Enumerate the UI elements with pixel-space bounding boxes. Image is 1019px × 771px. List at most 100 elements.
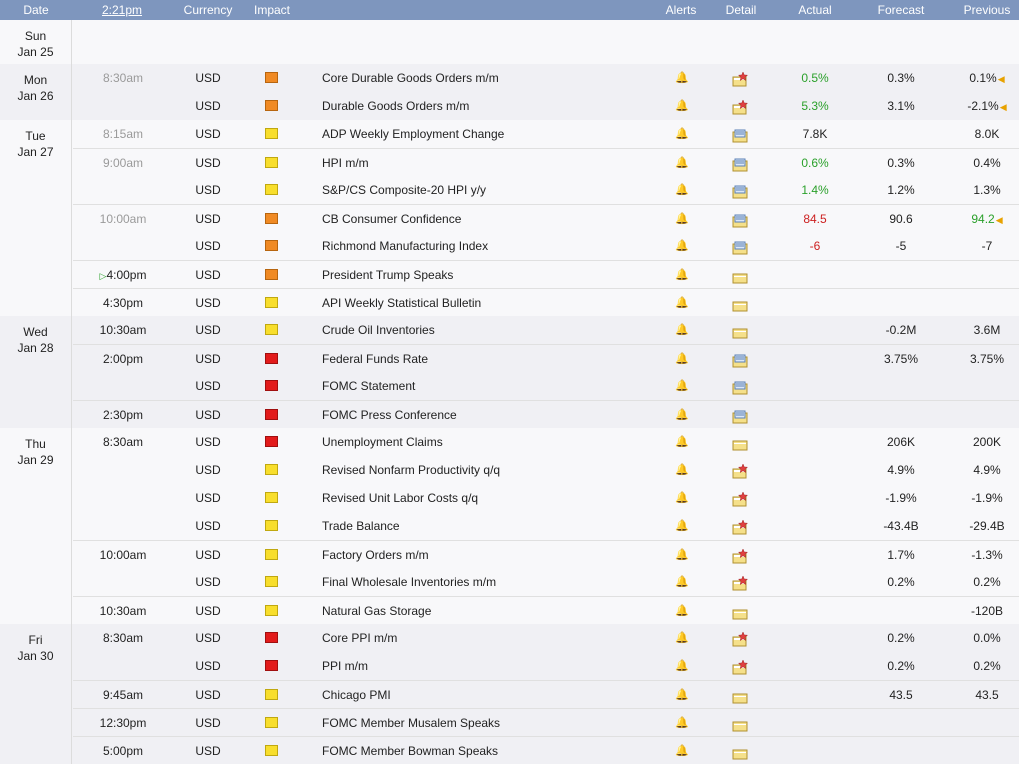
impact-yellow-icon[interactable] (265, 549, 278, 560)
bell-icon[interactable]: 🔔 (675, 549, 689, 561)
impact-red-icon[interactable] (265, 436, 278, 447)
event-title[interactable]: API Weekly Statistical Bulletin (322, 296, 482, 310)
bell-icon[interactable]: 🔔 (675, 717, 689, 729)
impact-orange-icon[interactable] (265, 100, 278, 111)
impact-yellow-icon[interactable] (265, 745, 278, 756)
bell-icon[interactable]: 🔔 (675, 520, 689, 532)
event-title[interactable]: Core PPI m/m (322, 631, 398, 645)
event-title[interactable]: FOMC Member Bowman Speaks (322, 744, 499, 758)
event-row[interactable]: 8:30am USD Unemployment Claims 🔔 206K 200K (73, 428, 1019, 456)
impact-yellow-icon[interactable] (265, 297, 278, 308)
detail-doc-icon[interactable] (732, 407, 748, 424)
event-row[interactable]: USD FOMC Statement 🔔 (73, 372, 1019, 400)
event-row[interactable]: USD Trade Balance 🔔 -43.4B -29.4B (73, 512, 1019, 540)
event-row[interactable]: 10:00am USD CB Consumer Confidence 🔔 84.5 90.… (73, 204, 1019, 233)
bell-icon[interactable]: 🔔 (675, 184, 689, 196)
event-title[interactable]: Crude Oil Inventories (322, 323, 435, 337)
event-title[interactable]: Core Durable Goods Orders m/m (322, 71, 499, 85)
impact-red-icon[interactable] (265, 380, 278, 391)
event-title[interactable]: FOMC Press Conference (322, 408, 457, 422)
bell-icon[interactable]: 🔔 (675, 213, 689, 225)
impact-yellow-icon[interactable] (265, 520, 278, 531)
impact-yellow-icon[interactable] (265, 324, 278, 335)
detail-folder-icon[interactable] (732, 743, 748, 760)
event-row[interactable]: USD Richmond Manufacturing Index 🔔 -6 -5 -7 (73, 232, 1019, 260)
event-title[interactable]: President Trump Speaks (322, 268, 454, 282)
impact-yellow-icon[interactable] (265, 492, 278, 503)
event-row[interactable]: 4:30pm USD API Weekly Statistical Bulletin… (73, 288, 1019, 317)
event-row[interactable]: 12:30pm USD FOMC Member Musalem Speaks 🔔 (73, 708, 1019, 737)
detail-star-icon[interactable] (732, 490, 749, 507)
impact-red-icon[interactable] (265, 632, 278, 643)
detail-folder-icon[interactable] (732, 267, 748, 284)
event-row[interactable]: USD Revised Nonfarm Productivity q/q 🔔 4.9%… (73, 456, 1019, 484)
impact-orange-icon[interactable] (265, 72, 278, 83)
detail-star-icon[interactable] (732, 70, 749, 87)
impact-yellow-icon[interactable] (265, 157, 278, 168)
event-row[interactable]: 2:00pm USD Federal Funds Rate 🔔 3.75% 3.75% (73, 344, 1019, 373)
bell-icon[interactable]: 🔔 (675, 409, 689, 421)
event-row[interactable]: USD Revised Unit Labor Costs q/q 🔔 -1.9% -1.… (73, 484, 1019, 512)
event-title[interactable]: Durable Goods Orders m/m (322, 99, 470, 113)
detail-star-icon[interactable] (732, 518, 749, 535)
impact-red-icon[interactable] (265, 353, 278, 364)
event-title[interactable]: PPI m/m (322, 659, 369, 673)
bell-icon[interactable]: 🔔 (675, 689, 689, 701)
event-title[interactable]: Final Wholesale Inventories m/m (322, 575, 497, 589)
impact-yellow-icon[interactable] (265, 689, 278, 700)
detail-folder-icon[interactable] (732, 295, 748, 312)
event-title[interactable]: Factory Orders m/m (322, 548, 429, 562)
impact-yellow-icon[interactable] (265, 576, 278, 587)
event-title[interactable]: FOMC Member Musalem Speaks (322, 716, 501, 730)
bell-icon[interactable]: 🔔 (675, 576, 689, 588)
detail-star-icon[interactable] (732, 658, 749, 675)
event-title[interactable]: HPI m/m (322, 156, 369, 170)
detail-folder-icon[interactable] (732, 603, 748, 620)
bell-icon[interactable]: 🔔 (675, 745, 689, 757)
event-row[interactable]: 10:30am USD Natural Gas Storage 🔔 -120B (73, 596, 1019, 625)
event-title[interactable]: Federal Funds Rate (322, 352, 429, 366)
bell-icon[interactable]: 🔔 (675, 436, 689, 448)
bell-icon[interactable]: 🔔 (675, 269, 689, 281)
detail-folder-icon[interactable] (732, 322, 748, 339)
bell-icon[interactable]: 🔔 (675, 492, 689, 504)
event-title[interactable]: Natural Gas Storage (322, 604, 432, 618)
bell-icon[interactable]: 🔔 (675, 353, 689, 365)
event-row[interactable]: 8:30am USD Core PPI m/m 🔔 0.2% 0.0% (73, 624, 1019, 652)
impact-yellow-icon[interactable] (265, 464, 278, 475)
bell-icon[interactable]: 🔔 (675, 128, 689, 140)
event-title[interactable]: ADP Weekly Employment Change (322, 127, 505, 141)
detail-star-icon[interactable] (732, 462, 749, 479)
bell-icon[interactable]: 🔔 (675, 380, 689, 392)
detail-doc-icon[interactable] (732, 211, 748, 228)
detail-doc-icon[interactable] (732, 351, 748, 368)
impact-red-icon[interactable] (265, 660, 278, 671)
detail-doc-icon[interactable] (732, 238, 748, 255)
event-row[interactable]: 5:00pm USD FOMC Member Bowman Speaks 🔔 (73, 736, 1019, 765)
col-time-current[interactable]: 2:21pm (101, 3, 143, 17)
bell-icon[interactable]: 🔔 (675, 297, 689, 309)
impact-yellow-icon[interactable] (265, 717, 278, 728)
event-title[interactable]: Chicago PMI (322, 688, 391, 702)
detail-folder-icon[interactable] (732, 715, 748, 732)
bell-icon[interactable]: 🔔 (675, 324, 689, 336)
detail-doc-icon[interactable] (732, 378, 748, 395)
impact-orange-icon[interactable] (265, 240, 278, 251)
event-row[interactable]: USD Durable Goods Orders m/m 🔔 5.3% 3.1% -2.1… (73, 92, 1019, 120)
event-title[interactable]: FOMC Statement (322, 379, 416, 393)
event-row[interactable]: 10:30am USD Crude Oil Inventories 🔔 -0.2M 3.6… (73, 316, 1019, 344)
detail-doc-icon[interactable] (732, 155, 748, 172)
impact-orange-icon[interactable] (265, 213, 278, 224)
bell-icon[interactable]: 🔔 (675, 100, 689, 112)
event-title[interactable]: Unemployment Claims (322, 435, 443, 449)
event-title[interactable]: CB Consumer Confidence (322, 212, 462, 226)
detail-doc-icon[interactable] (732, 126, 748, 143)
bell-icon[interactable]: 🔔 (675, 464, 689, 476)
detail-folder-icon[interactable] (732, 687, 748, 704)
event-row[interactable]: 8:15am USD ADP Weekly Employment Change 🔔 7.… (73, 120, 1019, 148)
bell-icon[interactable]: 🔔 (675, 72, 689, 84)
impact-yellow-icon[interactable] (265, 128, 278, 139)
detail-folder-icon[interactable] (732, 434, 748, 451)
event-title[interactable]: Revised Unit Labor Costs q/q (322, 491, 479, 505)
event-row[interactable]: ▷4:00pm USD President Trump Speaks 🔔 (73, 260, 1019, 289)
